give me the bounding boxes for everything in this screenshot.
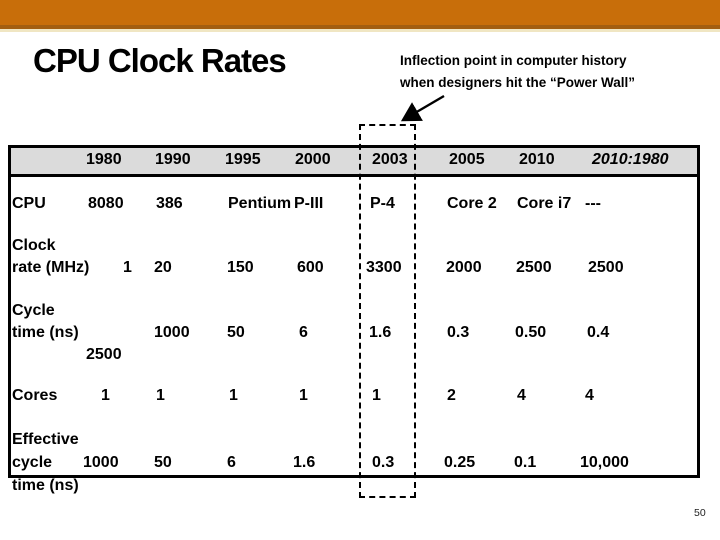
page-title: CPU Clock Rates	[33, 42, 287, 79]
table-cell: 6	[299, 324, 308, 341]
table-cell: Core 2	[447, 195, 497, 212]
table-header-band	[11, 148, 697, 177]
table-cell: 1.6	[293, 454, 316, 471]
table-cell: 1	[299, 387, 308, 404]
table-cell: 0.3	[447, 324, 470, 341]
power-wall-highlight-box	[359, 124, 416, 498]
table-cell: 0.4	[587, 324, 610, 341]
top-banner-edge	[0, 25, 720, 29]
table-cell: 50	[154, 454, 172, 471]
table-cell: 20	[154, 259, 172, 276]
row-label: time (ns)	[12, 324, 79, 341]
table-cell: 2500	[86, 346, 122, 363]
row-label: time (ns)	[12, 477, 79, 494]
table-cell: 386	[156, 195, 183, 212]
table-cell: 600	[297, 259, 324, 276]
table-cell: 1	[156, 387, 165, 404]
top-banner	[0, 0, 720, 25]
table-cell: 0.1	[514, 454, 537, 471]
table-cell: P-4	[370, 195, 395, 212]
row-label: Effective	[12, 431, 79, 448]
row-label: CPU	[12, 195, 46, 212]
header-cell: 1980	[86, 151, 122, 168]
header-cell: 2010:1980	[592, 151, 669, 168]
table-cell: P-III	[294, 195, 324, 212]
table-cell: 1	[123, 259, 132, 276]
annotation-line-1: Inflection point in computer history	[400, 53, 627, 68]
table-cell: Core i7	[517, 195, 572, 212]
header-cell: 2003	[372, 151, 408, 168]
header-cell: 2005	[449, 151, 485, 168]
table-cell: 0.3	[372, 454, 395, 471]
table-cell: 2000	[446, 259, 482, 276]
table-cell: 0.50	[515, 324, 547, 341]
table-cell: 1000	[154, 324, 190, 341]
table-cell: Pentium	[228, 195, 292, 212]
table-cell: 2500	[516, 259, 552, 276]
table-cell: ---	[585, 195, 601, 212]
table-cell: 1	[101, 387, 110, 404]
table-cell: 4	[517, 387, 526, 404]
table-cell: 1000	[83, 454, 119, 471]
table-cell: 150	[227, 259, 254, 276]
data-table	[8, 145, 700, 478]
annotation-line-2: when designers hit the “Power Wall”	[400, 75, 636, 90]
row-label: cycle	[12, 454, 53, 471]
table-cell: 1.6	[369, 324, 392, 341]
header-cell: 2000	[295, 151, 331, 168]
table-cell: 0.25	[444, 454, 476, 471]
header-cell: 1990	[155, 151, 191, 168]
page-number: 50	[694, 507, 706, 519]
table-cell: 50	[227, 324, 245, 341]
table-cell: 3300	[366, 259, 402, 276]
table-cell: 8080	[88, 195, 124, 212]
row-label: Cores	[12, 387, 58, 404]
header-cell: 2010	[519, 151, 555, 168]
header-cell: 1995	[225, 151, 261, 168]
row-label: rate (MHz)	[12, 259, 90, 276]
table-cell: 2500	[588, 259, 624, 276]
top-banner-trim	[0, 29, 720, 32]
table-cell: 6	[227, 454, 236, 471]
row-label: Clock	[12, 237, 56, 254]
table-cell: 10,000	[580, 454, 629, 471]
table-cell: 2	[447, 387, 456, 404]
row-label: Cycle	[12, 302, 55, 319]
table-cell: 1	[372, 387, 381, 404]
table-cell: 4	[585, 387, 594, 404]
table-cell: 1	[229, 387, 238, 404]
